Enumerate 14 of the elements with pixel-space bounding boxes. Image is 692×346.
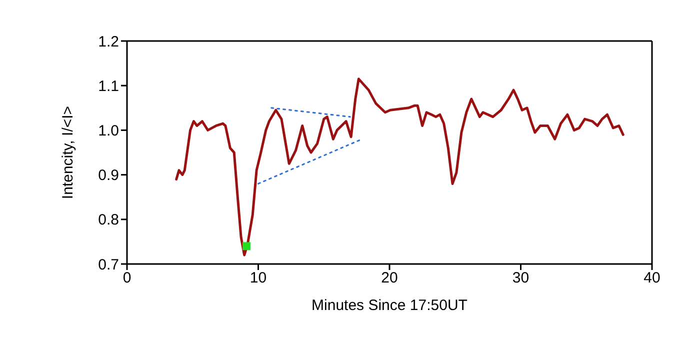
y-tick-label: 0.7 [98,256,119,274]
x-axis-title: Minutes Since 17:50UT [312,297,468,314]
y-tick-label: 1.2 [98,33,119,50]
y-tick-label: 0.8 [98,212,119,229]
x-tick-label: 30 [512,270,530,287]
x-tick-label: 40 [644,270,660,287]
x-tick-label: 20 [381,270,398,287]
x-tick-label: 0 [122,270,132,287]
x-tick-label: 10 [250,270,267,287]
line-series [175,78,624,256]
y-tick-label: 0.9 [98,167,119,184]
y-tick-label: 1.1 [98,78,119,95]
y-axis-title: Intencity, I/<I> [59,106,76,200]
y-tick-label: 1.0 [98,122,119,140]
